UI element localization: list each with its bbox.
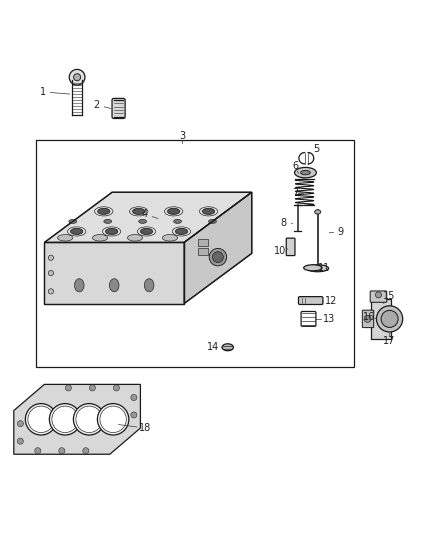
Circle shape [74,74,81,81]
Circle shape [74,403,105,435]
Ellipse shape [98,208,110,214]
Circle shape [89,385,95,391]
Text: 3: 3 [179,131,185,141]
Circle shape [28,406,54,432]
Ellipse shape [74,279,84,292]
Ellipse shape [304,265,322,271]
FancyBboxPatch shape [286,238,295,256]
Text: 9: 9 [337,227,343,237]
Text: 18: 18 [139,423,151,433]
Ellipse shape [57,235,73,241]
Ellipse shape [110,279,119,292]
Ellipse shape [127,235,143,241]
Text: 4: 4 [142,209,148,219]
Ellipse shape [145,279,154,292]
Ellipse shape [48,289,53,294]
Circle shape [35,448,41,454]
Ellipse shape [48,255,53,261]
Ellipse shape [222,344,233,351]
Text: 2: 2 [94,100,100,110]
Ellipse shape [307,265,328,272]
Ellipse shape [71,228,83,235]
Circle shape [97,403,129,435]
Circle shape [17,421,23,427]
Ellipse shape [141,228,153,235]
Ellipse shape [92,235,108,241]
FancyBboxPatch shape [362,310,374,328]
Text: 8: 8 [281,218,287,228]
Ellipse shape [208,220,216,223]
Text: 16: 16 [363,312,375,322]
Ellipse shape [104,220,112,223]
Polygon shape [44,192,252,243]
Ellipse shape [300,171,310,175]
Text: 6: 6 [292,161,298,171]
Circle shape [364,316,371,322]
FancyBboxPatch shape [370,291,387,302]
Text: 15: 15 [383,291,396,301]
Circle shape [76,406,102,432]
Text: 11: 11 [318,263,330,273]
Text: 13: 13 [323,314,335,324]
Ellipse shape [173,220,181,223]
Polygon shape [44,243,184,304]
Text: 10: 10 [274,246,286,256]
Text: 5: 5 [313,143,319,154]
Ellipse shape [133,208,145,214]
Ellipse shape [69,220,77,223]
Circle shape [83,448,89,454]
Circle shape [377,306,403,332]
Text: 12: 12 [325,296,337,305]
Ellipse shape [212,252,223,263]
Circle shape [381,310,398,327]
Polygon shape [14,384,141,454]
Circle shape [131,412,137,418]
Ellipse shape [106,228,118,235]
Ellipse shape [202,208,215,214]
Ellipse shape [162,235,178,241]
Circle shape [17,438,23,444]
FancyBboxPatch shape [371,299,392,338]
FancyBboxPatch shape [198,248,208,255]
Circle shape [59,448,65,454]
Circle shape [375,292,381,298]
Circle shape [113,385,120,391]
Circle shape [131,394,137,400]
Ellipse shape [139,220,147,223]
Ellipse shape [167,208,180,214]
Circle shape [100,406,126,432]
Circle shape [69,69,85,85]
Ellipse shape [294,167,316,178]
Circle shape [52,406,78,432]
Ellipse shape [48,270,53,276]
Ellipse shape [209,248,226,266]
Text: 14: 14 [207,342,219,352]
Text: 7: 7 [292,188,299,198]
Ellipse shape [314,210,321,214]
Text: 1: 1 [39,87,46,97]
Text: 17: 17 [383,336,396,346]
FancyBboxPatch shape [198,239,208,246]
Polygon shape [184,192,252,304]
FancyBboxPatch shape [298,297,323,304]
Circle shape [49,403,81,435]
Ellipse shape [175,228,187,235]
Circle shape [65,385,71,391]
Circle shape [25,403,57,435]
FancyBboxPatch shape [112,99,125,118]
